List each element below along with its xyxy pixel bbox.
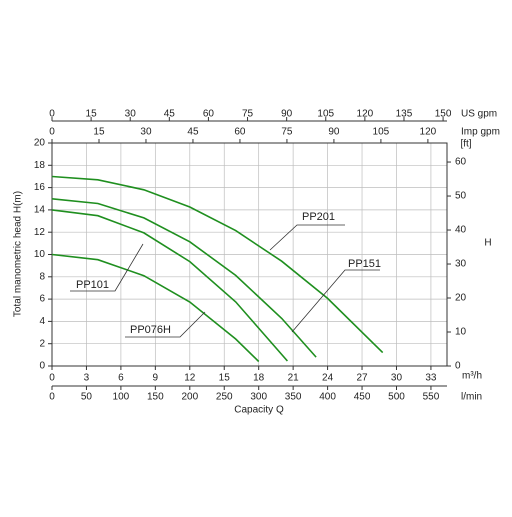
x-tick-label: 100 bbox=[113, 392, 130, 403]
x-tick-label: 30 bbox=[391, 373, 403, 384]
x-tick-label: 45 bbox=[187, 127, 199, 138]
x-tick-label: 350 bbox=[285, 392, 302, 403]
pump-curve bbox=[51, 209, 289, 362]
curve-label: PP151 bbox=[348, 258, 381, 270]
leader-line bbox=[125, 311, 206, 338]
x-tick-label: 6 bbox=[118, 373, 124, 384]
y-tick-label: 16 bbox=[34, 182, 46, 193]
x-tick-label: 18 bbox=[253, 373, 265, 384]
y-tick-label: 12 bbox=[34, 227, 46, 238]
y2-tick-label: 20 bbox=[455, 293, 467, 304]
x-tick-label: 120 bbox=[420, 127, 437, 138]
y-tick-label: 2 bbox=[39, 338, 45, 349]
y-tick-label: 6 bbox=[39, 294, 45, 305]
y-tick-label: 18 bbox=[34, 160, 46, 171]
x-tick-label: 450 bbox=[354, 392, 371, 403]
curve-label: PP201 bbox=[302, 211, 335, 223]
x-tick-label: 33 bbox=[425, 373, 437, 384]
x-tick-label: 120 bbox=[357, 109, 374, 120]
x-tick-label: 24 bbox=[322, 373, 334, 384]
y-tick-label: 20 bbox=[34, 138, 46, 149]
leader-line bbox=[70, 243, 144, 292]
x-tick-label: 135 bbox=[396, 109, 413, 120]
x-tick-label: 9 bbox=[153, 373, 159, 384]
x-tick-label: 0 bbox=[49, 392, 55, 403]
x-tick-label: 12 bbox=[184, 373, 196, 384]
y2-tick-label: 60 bbox=[455, 157, 467, 168]
x-tick-label: 60 bbox=[234, 127, 246, 138]
x-tick-label: 500 bbox=[388, 392, 405, 403]
x-tick-label: 105 bbox=[373, 127, 390, 138]
x-tick-label: 15 bbox=[93, 127, 105, 138]
x-tick-label: 0 bbox=[49, 109, 55, 120]
y-tick-label: 10 bbox=[34, 249, 46, 260]
x-axis-unit: Imp gpm bbox=[461, 127, 500, 138]
y2-tick-label: 0 bbox=[455, 361, 461, 372]
y2-tick-label: 10 bbox=[455, 327, 467, 338]
leader-line bbox=[291, 269, 380, 333]
x-tick-label: 27 bbox=[356, 373, 368, 384]
x-tick-label: 150 bbox=[147, 392, 164, 403]
y-axis-title: Total manometric head H(m) bbox=[13, 191, 24, 317]
x-tick-label: 90 bbox=[281, 109, 293, 120]
x-axis-unit: US gpm bbox=[461, 109, 497, 120]
x-tick-label: 200 bbox=[181, 392, 198, 403]
x-tick-label: 30 bbox=[125, 109, 137, 120]
x-tick-label: 300 bbox=[250, 392, 267, 403]
x-tick-label: 60 bbox=[203, 109, 215, 120]
leader-line bbox=[269, 224, 345, 251]
y-tick-label: 4 bbox=[39, 316, 45, 327]
x-tick-label: 90 bbox=[328, 127, 340, 138]
x-tick-label: 75 bbox=[242, 109, 254, 120]
x-tick-label: 0 bbox=[49, 373, 55, 384]
pump-curve bbox=[51, 175, 384, 354]
x-tick-label: 15 bbox=[86, 109, 98, 120]
y-tick-label: 0 bbox=[39, 361, 45, 372]
x-tick-label: 250 bbox=[216, 392, 233, 403]
curve-label: PP076H bbox=[130, 324, 171, 336]
x-tick-label: 15 bbox=[219, 373, 231, 384]
y2-unit: [ft] bbox=[460, 139, 471, 150]
x-tick-label: 45 bbox=[164, 109, 176, 120]
y2-tick-label: 50 bbox=[455, 191, 467, 202]
pump-curve bbox=[51, 253, 260, 363]
x-unit: m³/h bbox=[462, 371, 482, 382]
x-tick-label: 21 bbox=[288, 373, 300, 384]
x-tick-label: 75 bbox=[281, 127, 293, 138]
x-tick-label: 30 bbox=[140, 127, 152, 138]
x-tick-label: 150 bbox=[435, 109, 452, 120]
y2-tick-label: 30 bbox=[455, 259, 467, 270]
x-tick-label: 3 bbox=[84, 373, 90, 384]
x-tick-label: 50 bbox=[81, 392, 93, 403]
curve-label: PP101 bbox=[76, 279, 109, 291]
x-tick-label: 550 bbox=[423, 392, 440, 403]
y2-tick-label: 40 bbox=[455, 225, 467, 236]
x-tick-label: 400 bbox=[319, 392, 336, 403]
pump-curve bbox=[51, 198, 317, 358]
x-axis-title: Capacity Q bbox=[234, 405, 284, 416]
y-tick-label: 14 bbox=[34, 205, 46, 216]
y-tick-label: 8 bbox=[39, 271, 45, 282]
x-tick-label: 105 bbox=[317, 109, 334, 120]
y2-axis-title: H bbox=[484, 238, 491, 249]
x-tick-label: 0 bbox=[49, 127, 55, 138]
x-axis-unit: l/min bbox=[461, 392, 482, 403]
